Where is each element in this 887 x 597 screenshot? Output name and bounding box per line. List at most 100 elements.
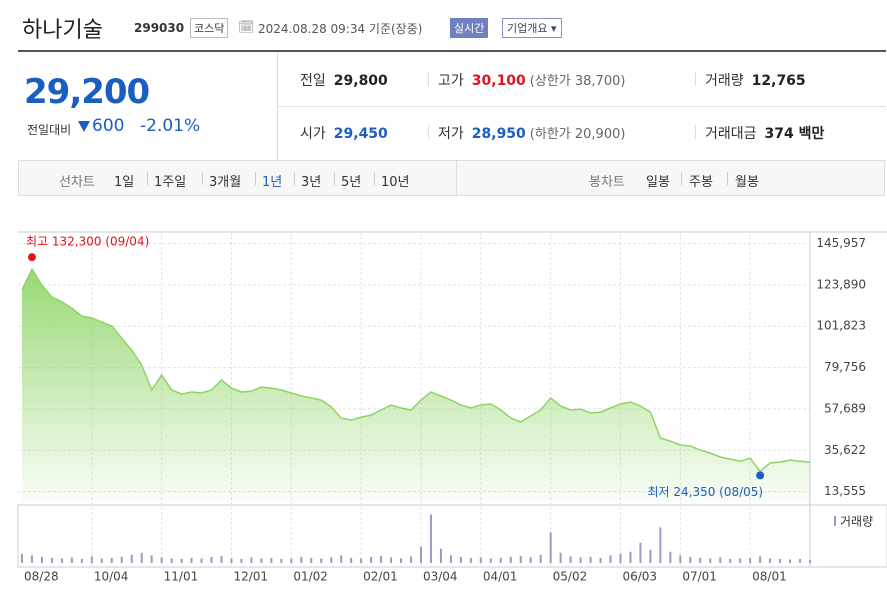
stock-code: 299030 [134, 21, 185, 35]
x-tick-label: 11/01 [164, 570, 199, 584]
realtime-button[interactable]: 실시간 [450, 18, 489, 38]
volume-bar [360, 558, 363, 563]
volume-bar [719, 557, 722, 563]
volume-bar [619, 553, 622, 563]
annotation-dot [27, 253, 36, 262]
annotation: 최고 132,300 (09/04) [26, 235, 149, 249]
period-tab[interactable]: 1주일 [154, 175, 187, 190]
quote-label: 거래량 [705, 73, 744, 89]
x-tick-label: 04/01 [483, 570, 518, 584]
volume-bar [489, 558, 492, 563]
quote-value: 28,950 [471, 126, 526, 142]
divider [278, 106, 886, 107]
divider [681, 172, 682, 185]
tab-label: 선차트 [59, 175, 95, 190]
volume-bar [749, 557, 752, 563]
change: 600 [92, 116, 125, 136]
volume-bar [330, 557, 333, 563]
x-tick-label: 07/01 [682, 570, 717, 584]
quote-note: (상한가 38,700) [529, 74, 626, 89]
quote-value: 29,450 [333, 126, 388, 142]
y-tick-label: 123,890 [816, 277, 866, 291]
volume-bar [589, 556, 592, 563]
volume-bar [290, 558, 293, 563]
volume-bar [569, 556, 572, 563]
divider [695, 125, 696, 139]
divider [695, 72, 696, 86]
quote-cell: 거래량 12,765 [705, 70, 806, 90]
quote-label: 고가 [438, 73, 464, 89]
quote-cell: 시가 29,450 [300, 123, 388, 143]
volume-bar [50, 557, 53, 563]
quote-note: (하한가 20,900) [529, 127, 626, 142]
volume-bar [729, 558, 732, 563]
volume-bar [499, 557, 502, 563]
volume-bar [260, 558, 263, 563]
volume-bar [459, 556, 462, 563]
volume-bar [21, 553, 23, 563]
clock-icon: 🗓 [238, 20, 255, 35]
volume-bar [150, 555, 153, 563]
quote-cell: 전일 29,800 [300, 70, 388, 90]
period-tab[interactable]: 5년 [341, 175, 362, 190]
volume-bar [429, 514, 432, 563]
divider [374, 172, 375, 185]
divider [428, 125, 429, 139]
volume-bar [419, 546, 422, 563]
period-tab[interactable]: 1년 [262, 175, 283, 190]
change-rate: -2.01% [140, 116, 201, 136]
x-tick-label: 08/28 [24, 570, 59, 584]
legend-label: 거래량 [840, 515, 873, 529]
price-area [22, 269, 810, 502]
annotation: 최저 24,350 (08/05) [647, 485, 763, 499]
volume-bar [400, 558, 403, 563]
volume-bar [370, 556, 373, 563]
volume-bar [739, 558, 742, 563]
price: 29,200 [24, 72, 150, 112]
volume-bar [110, 557, 113, 563]
volume-bar [549, 532, 552, 563]
quote-cell: 거래대금 374 백만 [705, 123, 824, 143]
y-tick-label: 35,622 [824, 443, 866, 457]
price-line [21, 267, 811, 473]
volume-bar [799, 558, 802, 563]
y-tick-label: 79,756 [824, 360, 866, 374]
volume-bar [789, 559, 792, 563]
volume-bar [280, 558, 283, 563]
volume-bar [439, 548, 442, 563]
volume-bar [629, 551, 632, 563]
period-tab[interactable]: 1일 [114, 175, 135, 190]
period-tab[interactable]: 10년 [381, 175, 410, 190]
volume-bar [669, 551, 672, 563]
y-tick-label: 101,823 [816, 319, 866, 333]
volume-bar [140, 552, 143, 563]
candle-tab[interactable]: 월봉 [735, 175, 759, 190]
volume-bar [579, 557, 582, 563]
volume-bar [469, 557, 472, 563]
volume-bar [180, 558, 183, 563]
volume-frame [17, 504, 887, 568]
volume-bar [649, 549, 652, 563]
company-button[interactable]: 기업개요 ▾ [502, 18, 562, 38]
x-tick-label: 03/04 [423, 570, 458, 584]
period-tab[interactable]: 3개월 [209, 175, 242, 190]
volume-bar [599, 557, 602, 563]
tab-label: 봉차트 [589, 175, 625, 190]
volume-bar [529, 557, 532, 563]
period-tab[interactable]: 3년 [301, 175, 322, 190]
candle-tab[interactable]: 주봉 [689, 175, 713, 190]
volume-bar [699, 557, 702, 563]
volume-bar [130, 554, 133, 563]
x-tick-label: 10/04 [94, 570, 129, 584]
y-tick-label: 13,555 [824, 484, 866, 498]
volume-bar [679, 555, 682, 563]
candle-tab[interactable]: 일봉 [646, 175, 670, 190]
y-tick-label: 145,957 [816, 236, 866, 250]
x-tick-label: 02/01 [363, 570, 398, 584]
x-tick-label: 05/02 [553, 570, 588, 584]
volume-bar [170, 558, 173, 563]
annotation-dot [756, 471, 765, 480]
volume-bar [230, 558, 233, 563]
x-tick-label: 06/03 [622, 570, 657, 584]
volume-bar [210, 556, 213, 563]
